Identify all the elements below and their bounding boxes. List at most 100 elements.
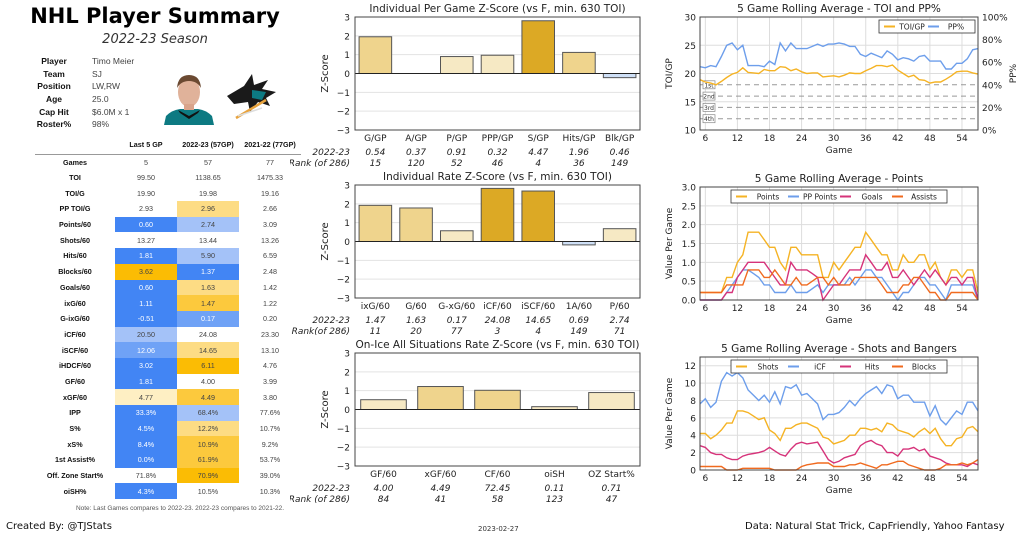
info-value: Timo Meier	[92, 56, 135, 67]
row-label: Off. Zone Start%	[46, 471, 104, 481]
stat-cell: 4.76	[263, 361, 277, 371]
stat-cell: 8.4%	[115, 436, 177, 453]
y-tick-label: 12	[685, 362, 696, 372]
x-tick-label: 36	[860, 134, 872, 144]
rate-zscore-chart: Individual Rate Z-Score (vs F, min. 630 …	[292, 171, 641, 336]
stat-cell: 4.00	[177, 373, 239, 390]
stat-cell: 10.5%	[177, 483, 239, 500]
per-game-zscore-chart: Individual Per Game Z-Score (vs F, min. …	[290, 3, 641, 168]
y2-tick-label: 40%	[982, 81, 1002, 91]
stat-value: 0.17	[447, 316, 467, 326]
y-tick-label: −1	[337, 89, 350, 99]
series-line-assists	[700, 268, 979, 301]
info-label: Player	[41, 56, 67, 67]
stat-value: 0.11	[544, 484, 564, 494]
stat-cell: 2.93	[115, 201, 177, 217]
season-subtitle: 2022-23 Season	[102, 32, 208, 47]
table-row: TOI 99.50 1138.65 1475.33	[35, 169, 301, 186]
bar	[602, 73, 637, 79]
stat-value: 1.47	[365, 316, 385, 326]
table-row: ixG/60 1.11 1.47 1.22	[35, 295, 301, 311]
plot-frame	[354, 16, 641, 131]
y-tick-label: 20	[685, 70, 697, 80]
stat-cell: 33.3%	[115, 405, 177, 421]
x-tick-label: OZ Start%	[588, 470, 635, 480]
rank-value: 36	[573, 159, 585, 168]
y-tick-label: −3	[337, 463, 350, 473]
x-tick-label: 18	[764, 304, 776, 314]
stat-cell: 6.11	[177, 357, 239, 374]
stat-cell: 1475.33	[257, 173, 283, 183]
stat-value: 0.54	[365, 148, 385, 158]
row-label: 1st Assist%	[54, 455, 96, 465]
table-row: IPP 33.3% 68.4% 77.6%	[35, 405, 301, 421]
rank-value: 4	[535, 327, 541, 336]
reference-label: 3rd	[704, 105, 714, 112]
y-tick-label: 2.5	[682, 202, 696, 212]
stat-cell: 3.02	[115, 357, 177, 374]
info-label: Age	[45, 94, 63, 105]
stat-cell: 1.63	[177, 279, 239, 296]
x-tick-label: 48	[924, 134, 936, 144]
x-tick-label: 36	[860, 304, 872, 314]
legend-label: Blocks	[912, 363, 936, 372]
points-rolling-chart: 5 Game Rolling Average - Points 6 12 18 24 30…	[665, 173, 979, 326]
legend-box	[878, 19, 976, 34]
stat-cell: 10.3%	[259, 486, 281, 496]
player-info-row: Roster% 98%	[30, 118, 170, 131]
plot-frame	[354, 184, 641, 299]
plot-frame	[699, 16, 979, 131]
stat-cell: 4.77	[115, 389, 177, 405]
player-info-row: Position LW,RW	[30, 80, 170, 93]
stat-cell: 14.65	[177, 342, 239, 358]
bar	[562, 241, 596, 246]
stat-cell: 77.6%	[259, 408, 281, 418]
x-tick-label: 30	[828, 474, 840, 484]
info-label: Roster%	[36, 119, 72, 130]
row-label: Points/60	[59, 220, 91, 230]
legend-box	[730, 359, 948, 374]
y-tick-label: 10	[685, 380, 697, 390]
table-row: Blocks/60 3.62 1.37 2.48	[35, 263, 301, 280]
column-header: Last 5 GP	[115, 136, 177, 155]
stat-value: 2.74	[610, 316, 630, 326]
row-label: Blocks/60	[58, 267, 92, 277]
y-tick-label: −2	[337, 276, 350, 286]
table-row: Games 5 57 77	[35, 154, 301, 170]
y-axis-label: Value Per Game	[665, 207, 675, 279]
info-label: Position	[37, 81, 71, 92]
y-tick-label: 0	[344, 238, 350, 248]
table-row: TOI/G 19.90 19.98 19.16	[35, 185, 301, 202]
info-label: Team	[43, 68, 65, 79]
stat-cell: 1.81	[115, 373, 177, 390]
x-tick-label: 12	[732, 304, 743, 314]
legend-label: PP%	[948, 23, 964, 32]
x-axis-label: Game	[826, 486, 853, 496]
x-tick-label: iSCF/60	[521, 302, 555, 312]
row-label: xS%	[67, 439, 83, 449]
y-axis-label: TOI/GP	[665, 58, 675, 90]
player-info-row: Cap Hit $6.0M x 1	[30, 105, 170, 118]
series-line-shots	[700, 410, 979, 447]
row-label: GF/60	[65, 376, 85, 386]
bar	[588, 392, 635, 410]
legend-label: Assists	[911, 193, 937, 202]
y-axis-label: Z-Score	[320, 54, 331, 92]
stats-table-header: Last 5 GP 2022-23 (57GP) 2021-22 (77GP)	[35, 136, 301, 155]
x-tick-label: Blk/GP	[605, 134, 635, 144]
stat-value: 72.45	[485, 484, 511, 494]
stat-cell: 19.98	[177, 185, 239, 202]
stat-cell: 1.22	[263, 298, 277, 308]
column-header	[35, 136, 115, 155]
x-tick-label: 6	[702, 134, 708, 144]
series-line-pp-	[699, 41, 979, 70]
x-tick-label: 24	[796, 304, 808, 314]
stat-value: 24.08	[485, 316, 511, 326]
stat-cell: 9.2%	[261, 439, 279, 449]
bar	[360, 399, 407, 410]
y-tick-label: 3	[344, 182, 350, 192]
bar	[480, 54, 515, 74]
stat-cell: 13.44	[177, 232, 239, 249]
stat-cell: 19.90	[115, 185, 177, 202]
reference-label: 1st	[704, 82, 714, 89]
